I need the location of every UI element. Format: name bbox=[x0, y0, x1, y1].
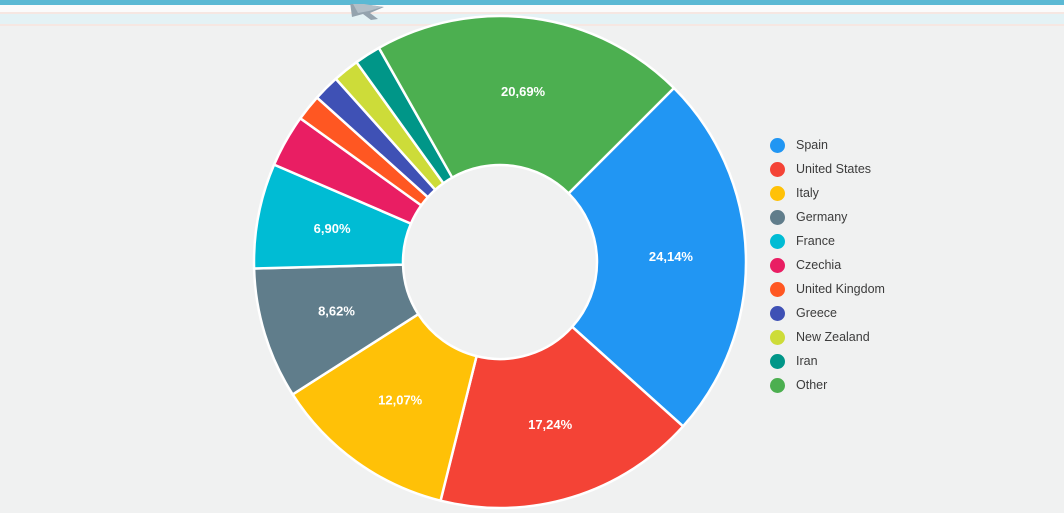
mouse-cursor-icon bbox=[350, 4, 384, 20]
legend-label: United States bbox=[796, 162, 872, 176]
legend-label: New Zealand bbox=[796, 330, 870, 344]
legend-item-other[interactable]: Other bbox=[770, 373, 885, 397]
pie-slice-united-states[interactable] bbox=[439, 325, 685, 510]
legend-color-marker-icon bbox=[770, 329, 785, 345]
legend-item-czechia[interactable]: Czechia bbox=[770, 253, 885, 277]
legend-item-united-kingdom[interactable]: United Kingdom bbox=[770, 277, 885, 301]
pie-slice-italy[interactable] bbox=[291, 312, 478, 502]
chart-legend: Spain United States Italy Germany France Czec… bbox=[770, 133, 885, 397]
legend-color-marker-icon bbox=[770, 233, 785, 249]
top-window-edge-bar bbox=[0, 0, 1064, 5]
legend-color-marker-icon bbox=[770, 137, 785, 153]
legend-color-marker-icon bbox=[770, 161, 785, 177]
legend-color-marker-icon bbox=[770, 353, 785, 369]
legend-item-spain[interactable]: Spain bbox=[770, 133, 885, 157]
legend-item-germany[interactable]: Germany bbox=[770, 205, 885, 229]
legend-label: France bbox=[796, 234, 835, 248]
pie-slice-other[interactable] bbox=[377, 14, 676, 195]
legend-color-marker-icon bbox=[770, 209, 785, 225]
legend-label: Greece bbox=[796, 306, 837, 320]
legend-color-marker-icon bbox=[770, 305, 785, 321]
legend-label: Germany bbox=[796, 210, 848, 224]
legend-item-united-states[interactable]: United States bbox=[770, 157, 885, 181]
legend-label: Spain bbox=[796, 138, 828, 152]
top-divider-line bbox=[0, 12, 1064, 14]
legend-item-new-zealand[interactable]: New Zealand bbox=[770, 325, 885, 349]
legend-color-marker-icon bbox=[770, 185, 785, 201]
legend-item-iran[interactable]: Iran bbox=[770, 349, 885, 373]
legend-color-marker-icon bbox=[770, 281, 785, 297]
legend-item-italy[interactable]: Italy bbox=[770, 181, 885, 205]
legend-color-marker-icon bbox=[770, 377, 785, 393]
legend-label: Italy bbox=[796, 186, 819, 200]
legend-color-marker-icon bbox=[770, 257, 785, 273]
top-white-band bbox=[0, 5, 1064, 12]
legend-item-france[interactable]: France bbox=[770, 229, 885, 253]
legend-item-greece[interactable]: Greece bbox=[770, 301, 885, 325]
legend-label: Other bbox=[796, 378, 828, 392]
pie-slice-spain[interactable] bbox=[567, 86, 748, 428]
legend-label: Iran bbox=[796, 354, 818, 368]
legend-label: United Kingdom bbox=[796, 282, 885, 296]
legend-label: Czechia bbox=[796, 258, 842, 272]
